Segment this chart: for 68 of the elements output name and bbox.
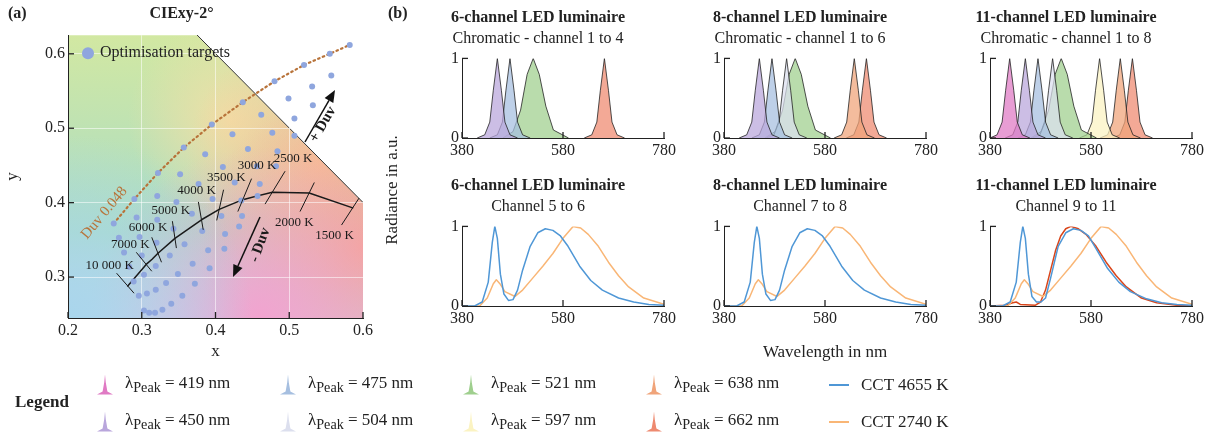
x-tick-label: 580 (1079, 140, 1103, 158)
x-tick-label: 0.4 (205, 320, 226, 338)
y-tick-label: 1 (979, 48, 987, 66)
legend-title: Legend (15, 392, 69, 412)
x-tick-label: 0.2 (58, 320, 78, 338)
text: (b) (388, 4, 408, 22)
annotation: 10 000 K (85, 256, 135, 272)
x-tick-label: 0.5 (279, 320, 300, 338)
y-tick-label: 0.6 (45, 44, 65, 62)
y-tick-label: 0.5 (45, 118, 65, 136)
x-tick-label: 580 (551, 140, 575, 158)
annotation: 1500 K (315, 226, 355, 242)
legend-label: Optimisation targets (100, 43, 230, 62)
chart-title: 8-channel LED luminaire (713, 175, 887, 193)
x-axis-title: Wavelength in nm (762, 342, 888, 362)
legend-label: λ$_{Peak}$ = 597 nm (491, 409, 597, 432)
legend-label: CCT 4655 K (861, 374, 949, 395)
chart-title: CIExy-2° (149, 3, 214, 22)
x-tick-label: 780 (652, 140, 676, 158)
x-tick-label: 780 (1180, 308, 1204, 326)
chart-title: 6-channel LED luminaire (451, 7, 625, 25)
chart-title: 6-channel LED luminaire (451, 175, 625, 193)
y-tick-label: 0.3 (45, 267, 65, 285)
legend-label: λ$_{Peak}$ = 521 nm (491, 372, 597, 397)
legend-label: CCT 2740 K (861, 411, 949, 432)
chart-title: 11-channel LED luminaire (975, 175, 1157, 193)
y-axis-title: y (1, 171, 21, 181)
chart-subtitle: Chromatic - channel 1 to 6 (714, 29, 886, 46)
x-tick-label: 780 (652, 308, 676, 326)
legend-label: λ$_{Peak}$ = 450 nm (125, 409, 231, 432)
annotation: 2000 K (275, 214, 315, 230)
chart-subtitle: Channel 7 to 8 (753, 197, 847, 214)
legend-label: λ$_{Peak}$ = 504 nm (308, 409, 414, 432)
annotation: 6000 K (128, 218, 168, 234)
y-tick-label: 0.4 (45, 192, 65, 210)
y-tick-label: 1 (451, 216, 459, 234)
chart-title: 8-channel LED luminaire (713, 7, 887, 25)
annotation: - Duv (245, 224, 273, 265)
x-tick-label: 780 (914, 140, 938, 158)
legend-label: λ$_{Peak}$ = 475 nm (308, 372, 414, 397)
legend-label: λ$_{Peak}$ = 638 nm (674, 372, 780, 397)
chart-subtitle: Channel 9 to 11 (1015, 197, 1117, 214)
x-tick-label: 0.6 (353, 320, 373, 338)
chart-subtitle: Chromatic - channel 1 to 8 (980, 29, 1152, 46)
x-tick-label: 780 (914, 308, 938, 326)
annotation: 4000 K (177, 182, 217, 198)
x-tick-label: 780 (1180, 140, 1204, 158)
y-tick-label: 1 (713, 48, 721, 66)
annotation: 5000 K (151, 202, 191, 218)
annotation: 3500 K (206, 169, 247, 185)
text: (a) (8, 4, 27, 22)
x-tick-label: 0.3 (131, 320, 152, 338)
y-axis-title: Radiance in a.u. (382, 135, 402, 245)
legend-label: λ$_{Peak}$ = 419 nm (125, 372, 231, 397)
legend-label: λ$_{Peak}$ = 662 nm (674, 409, 780, 432)
chart-title: 11-channel LED luminaire (975, 7, 1157, 25)
y-tick-label: 1 (979, 216, 987, 234)
chart-subtitle: Channel 5 to 6 (491, 197, 585, 214)
x-tick-label: 580 (813, 140, 837, 158)
annotation: 2500 K (273, 149, 313, 165)
chart-subtitle: Chromatic - channel 1 to 4 (452, 29, 624, 46)
x-tick-label: 580 (1079, 308, 1103, 326)
annotation: 7000 K (110, 236, 151, 252)
y-tick-label: 1 (713, 216, 721, 234)
x-tick-label: 580 (551, 308, 575, 326)
x-tick-label: 580 (813, 308, 837, 326)
y-tick-label: 1 (451, 48, 459, 66)
x-axis-title: x (211, 341, 221, 361)
